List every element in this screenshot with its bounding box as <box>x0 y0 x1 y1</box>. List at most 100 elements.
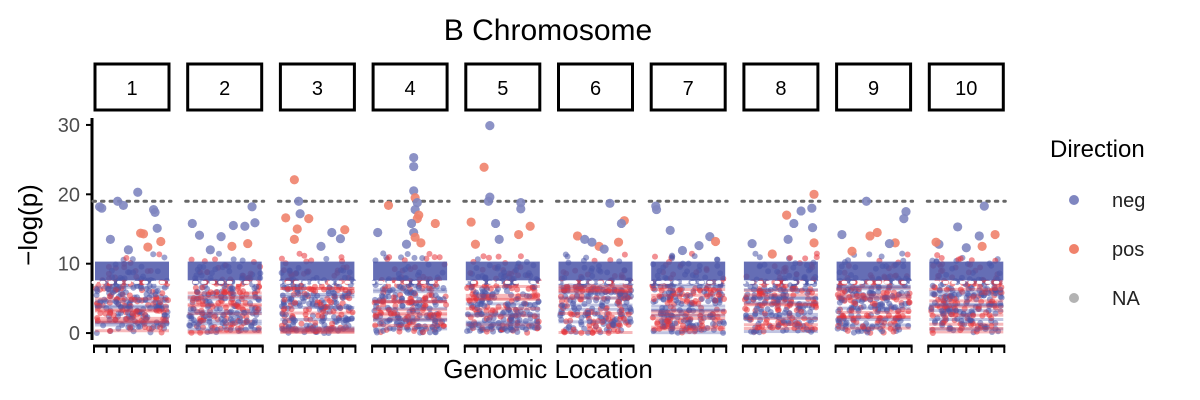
dense-point <box>288 306 295 313</box>
dense-band <box>187 312 262 316</box>
dense-band <box>187 291 262 295</box>
dense-point <box>770 298 777 305</box>
dense-point <box>127 324 134 331</box>
dense-band <box>373 306 448 310</box>
dense-band <box>280 329 355 333</box>
dense-point <box>319 313 326 320</box>
dense-band <box>558 287 633 291</box>
point-pos <box>466 217 476 227</box>
dense-point <box>106 299 113 306</box>
dense-band <box>95 320 169 324</box>
point-neg <box>861 196 872 206</box>
dense-point <box>649 314 656 321</box>
dense-band <box>280 327 355 331</box>
dense-point <box>430 312 437 319</box>
dense-point <box>237 318 244 325</box>
dense-point <box>567 310 574 317</box>
dense-point <box>958 325 965 332</box>
point-neg <box>401 239 412 249</box>
dense-point <box>561 329 568 336</box>
dense-point <box>761 300 768 307</box>
facet-label: 8 <box>775 78 786 100</box>
facet-panel-1: 1 <box>91 62 173 353</box>
dense-point <box>429 323 436 330</box>
dense-point <box>873 295 880 302</box>
dense-band <box>373 318 448 322</box>
dense-band <box>187 294 262 298</box>
dense-point <box>253 283 260 290</box>
dense-band <box>743 315 818 319</box>
dense-point <box>748 328 755 335</box>
dense-point <box>119 297 126 304</box>
dense-band <box>929 309 1004 313</box>
dense-point <box>410 289 417 296</box>
dense-point <box>534 325 541 332</box>
dense-point <box>704 324 711 331</box>
dense-band <box>280 287 355 291</box>
dense-band <box>280 326 355 330</box>
point-neg <box>580 234 590 245</box>
facet-label: 5 <box>497 78 508 100</box>
dense-point <box>146 287 153 294</box>
dense-band <box>373 288 448 292</box>
dense-point <box>938 255 945 262</box>
point-pos <box>156 236 166 247</box>
point-neg <box>316 241 326 251</box>
dense-point <box>119 321 126 328</box>
dense-point <box>970 293 977 300</box>
dense-points <box>928 252 1005 336</box>
dense-point <box>293 327 300 334</box>
dense-point <box>331 313 338 320</box>
dense-point <box>159 290 166 297</box>
dense-point <box>878 253 885 260</box>
dense-band <box>280 330 355 334</box>
dense-point <box>522 318 529 325</box>
dense-point <box>843 319 850 326</box>
dense-band <box>558 286 633 290</box>
dense-point <box>678 300 685 307</box>
point-neg <box>194 230 205 240</box>
dense-band <box>373 300 448 304</box>
dense-point <box>229 320 236 327</box>
dense-band <box>465 324 540 328</box>
dense-point <box>480 253 487 260</box>
dense-point <box>410 318 417 325</box>
dense-point <box>495 319 502 326</box>
dense-point <box>781 297 788 304</box>
dense-point <box>464 328 471 335</box>
point-neg <box>409 186 419 196</box>
dense-point <box>344 293 351 300</box>
dense-point <box>509 327 516 334</box>
dense-band <box>558 283 633 287</box>
dense-point <box>468 322 475 329</box>
point-neg <box>783 234 793 245</box>
dense-point <box>929 326 936 333</box>
dense-point <box>396 325 403 332</box>
dense-point <box>783 326 790 333</box>
dense-band <box>836 295 911 299</box>
dense-point <box>426 329 433 336</box>
dense-point <box>617 311 624 318</box>
dense-point <box>152 291 159 298</box>
dense-point <box>220 312 227 319</box>
dense-point <box>905 299 912 306</box>
dense-point <box>866 251 873 258</box>
dense-point <box>416 301 423 308</box>
dense-point <box>505 306 512 313</box>
dense-point <box>426 305 433 312</box>
facet-panels: 1 2 3 4 5 6 7 8 9 10 <box>91 62 1007 353</box>
dense-point <box>801 315 808 322</box>
facet-panel-4: 4 <box>369 62 451 353</box>
point-neg <box>694 241 704 251</box>
dense-band <box>743 288 818 292</box>
facet-label: 6 <box>590 78 601 100</box>
dense-band <box>836 310 911 314</box>
dense-point <box>426 285 433 292</box>
dense-point <box>338 311 345 318</box>
dense-point <box>112 316 119 323</box>
dense-point <box>371 307 378 314</box>
dense-band <box>187 309 262 313</box>
dense-band <box>836 286 911 290</box>
dense-point <box>880 289 887 296</box>
facet-strip <box>464 62 542 112</box>
